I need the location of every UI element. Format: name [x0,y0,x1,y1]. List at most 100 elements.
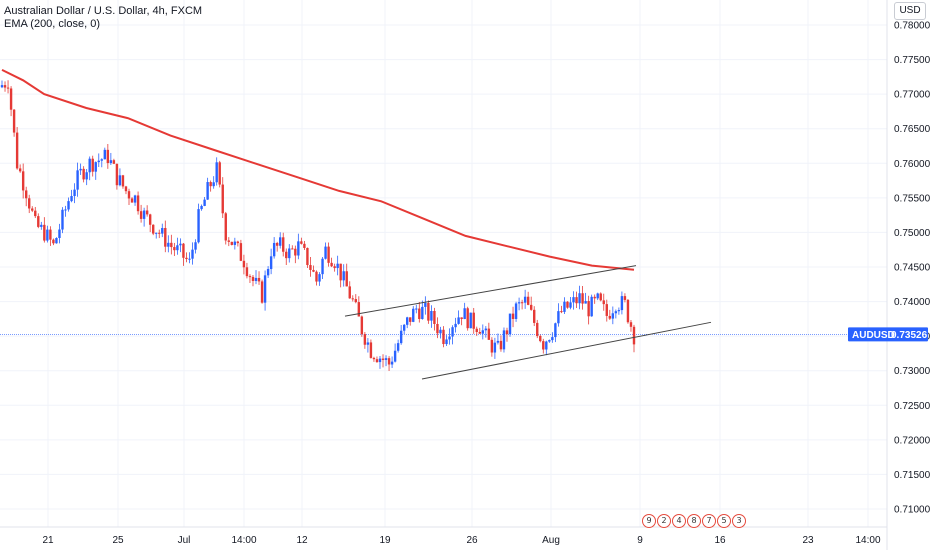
candle-body [342,271,345,281]
candle-body [620,296,624,311]
symbol-title[interactable]: Australian Dollar / U.S. Dollar, 4h, FXC… [4,5,203,17]
candle-body [545,341,548,350]
candle-body [118,175,122,186]
candle-body [599,293,602,301]
candle-body [454,323,457,328]
price-tick-label: 0.76000 [894,159,931,170]
candle-body [73,189,76,197]
candle-body [523,296,527,303]
candle-body [179,243,182,246]
candle-body [339,263,342,281]
candle-body [330,262,333,267]
candle-body [572,297,575,303]
last-price-value: 0.73526 [891,330,928,341]
channel-lower-trendline[interactable] [421,321,712,380]
candle-body [587,301,590,317]
candle-body [285,251,288,259]
time-tick-label: 14:00 [231,535,256,546]
economic-event-icon[interactable]: 9 [642,514,656,528]
candle-body [327,246,330,263]
candle-body [121,175,125,187]
time-tick-label: 26 [466,535,478,546]
candle-body [6,87,10,89]
candle-body [194,242,197,250]
indicator-title[interactable]: EMA (200, close, 0) [4,18,100,30]
candle-body [321,258,324,275]
time-tick-label: Aug [542,535,560,546]
candle-body [239,243,243,261]
economic-event-icon[interactable]: 3 [732,514,746,528]
candle-body [566,301,569,308]
economic-event-icon[interactable]: 4 [672,514,686,528]
candle-body [584,301,587,304]
last-price-tag: AUDUSD 0.73526 [848,327,928,342]
candle-body [554,323,557,338]
candle-body [155,232,158,234]
candle-body [433,310,436,324]
economic-event-icon[interactable]: 2 [657,514,671,528]
candle-body [230,241,234,245]
candle-body [158,232,161,234]
candle-body [436,323,439,334]
candle-body [139,211,143,219]
candle-body [173,247,176,251]
candle-body [617,310,621,312]
candle-body [463,308,466,320]
time-tick-label: Jul [178,535,191,546]
candle-body [351,298,354,300]
candle-body [333,266,336,269]
candle-body [206,182,209,200]
economic-event-icon[interactable]: 8 [687,514,701,528]
candle-body [224,213,227,241]
candle-body [37,216,40,227]
candle-body [43,224,46,241]
time-tick-label: 21 [42,535,54,546]
candle-body [427,302,430,321]
candle-body [151,224,155,234]
candle-body [345,271,348,287]
candle-body [257,277,261,282]
candle-body [233,241,237,245]
candle-body [393,350,397,362]
candle-body [575,297,578,304]
candle-body [430,310,433,321]
candle-body [282,237,285,252]
candle-body [536,322,539,337]
candle-body [560,311,563,313]
candle-body [21,171,25,191]
candle-body [363,334,367,345]
candle-body [496,340,500,343]
candle-body [629,322,633,327]
candle-body [490,339,494,353]
candle-body [124,186,128,192]
candle-body [511,313,515,319]
price-tick-label: 0.75000 [894,228,931,239]
ema-200-line [1,69,635,271]
candle-body [478,331,481,334]
candle-body [632,326,636,345]
candle-body [623,296,627,300]
candle-body [457,317,460,324]
candle-body [185,257,188,260]
candle-body [439,329,442,334]
time-axis-labels: 21 25 Jul 14:00 12 19 26 Aug 9 16 23 14:00 [42,535,881,546]
currency-unit-button[interactable]: USD [894,2,926,20]
economic-event-icon[interactable]: 5 [717,514,731,528]
candle-body [418,308,421,319]
candle-body [442,329,445,345]
candle-body [227,240,230,242]
candle-body [133,195,137,203]
economic-event-icon[interactable]: 7 [702,514,716,528]
candle-body [248,276,252,278]
channel-upper-trendline[interactable] [344,265,637,317]
candle-body [61,209,64,230]
candle-body [399,330,403,344]
price-tick-label: 0.77000 [894,90,931,101]
candle-body [357,302,361,317]
candle-body [272,242,276,257]
candle-body [590,296,593,317]
candle-body [424,302,427,307]
candle-body [578,293,581,304]
